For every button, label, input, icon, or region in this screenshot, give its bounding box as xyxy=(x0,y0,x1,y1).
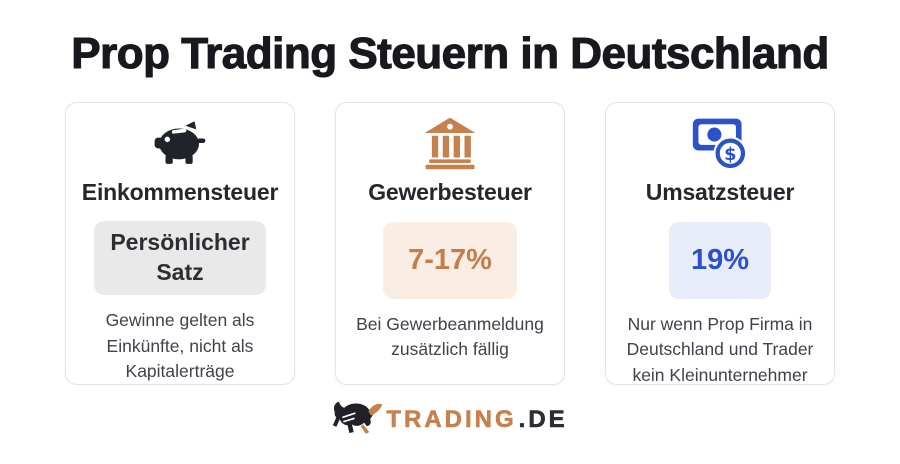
badge-line: 7-17% xyxy=(408,243,492,276)
badge-line: Persönlicher xyxy=(110,229,250,256)
cards-row: Einkommensteuer Persönlicher Satz Gewinn… xyxy=(65,102,835,386)
card-umsatzsteuer: $ Umsatzsteuer 19% Nur wenn Prop Firma i… xyxy=(605,102,835,386)
badge-19-percent: 19% xyxy=(668,221,772,299)
brand-tld: .DE xyxy=(518,406,568,434)
card-description: Bei Gewerbeanmeldung zusätzlich fällig xyxy=(356,313,544,360)
card-description: Gewinne gelten als Einkünfte, nicht als … xyxy=(105,310,255,382)
card-title: Einkommensteuer xyxy=(81,178,279,205)
badge-line: 19% xyxy=(690,243,750,276)
badge-7-17-percent: 7-17% xyxy=(383,221,517,299)
brand-name: TRADING xyxy=(386,406,517,434)
bull-logo-icon xyxy=(332,399,384,441)
card-einkommensteuer: Einkommensteuer Persönlicher Satz Gewinn… xyxy=(65,102,295,386)
bank-building-icon xyxy=(421,115,479,171)
badge-line: Satz xyxy=(156,259,204,286)
card-title: Gewerbesteuer xyxy=(368,179,532,206)
brand-footer: TRADING .DE xyxy=(332,399,567,441)
card-title: Umsatzsteuer xyxy=(645,179,795,206)
svg-text:$: $ xyxy=(724,144,736,165)
card-gewerbesteuer: Gewerbesteuer 7-17% Bei Gewerbeanmeldung… xyxy=(335,102,565,386)
money-bill-coin-icon: $ xyxy=(690,115,750,171)
page-title: Prop Trading Steuern in Deutschland xyxy=(71,29,830,79)
badge-persoenlicher-satz: Persönlicher Satz xyxy=(94,221,266,296)
piggy-bank-icon xyxy=(151,115,209,171)
card-description: Nur wenn Prop Firma in Deutschland und T… xyxy=(626,313,814,385)
